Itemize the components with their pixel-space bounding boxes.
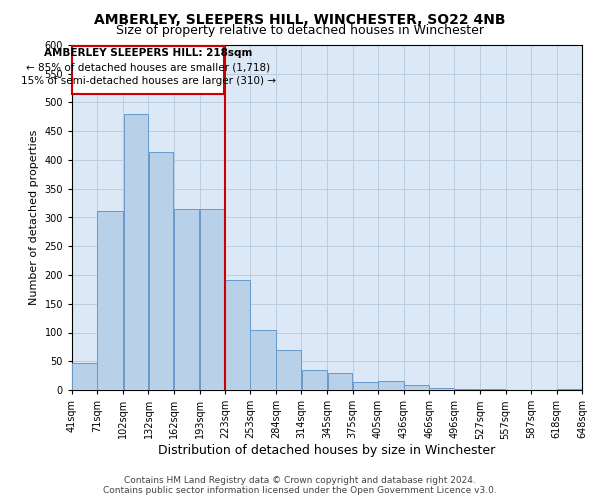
Text: ← 85% of detached houses are smaller (1,718): ← 85% of detached houses are smaller (1,… [26, 62, 270, 72]
Bar [455, 389, 480, 390]
Bar [225, 280, 250, 390]
Bar [97, 210, 123, 390]
Bar [378, 382, 404, 390]
Bar [72, 363, 97, 390]
Bar [302, 370, 327, 390]
Text: Size of property relative to detached houses in Winchester: Size of property relative to detached ho… [116, 24, 484, 37]
Bar [430, 388, 454, 390]
X-axis label: Distribution of detached houses by size in Winchester: Distribution of detached houses by size … [158, 444, 496, 457]
Text: AMBERLEY, SLEEPERS HILL, WINCHESTER, SO22 4NB: AMBERLEY, SLEEPERS HILL, WINCHESTER, SO2… [94, 12, 506, 26]
Bar [404, 386, 429, 390]
Text: AMBERLEY SLEEPERS HILL: 218sqm: AMBERLEY SLEEPERS HILL: 218sqm [44, 48, 252, 58]
Bar [124, 114, 148, 390]
Bar [353, 382, 377, 390]
Bar [174, 209, 199, 390]
Text: Contains HM Land Registry data © Crown copyright and database right 2024.
Contai: Contains HM Land Registry data © Crown c… [103, 476, 497, 495]
Bar [277, 350, 301, 390]
Y-axis label: Number of detached properties: Number of detached properties [29, 130, 39, 305]
Bar [149, 152, 173, 390]
Bar [557, 389, 582, 390]
Bar [328, 373, 352, 390]
Text: 15% of semi-detached houses are larger (310) →: 15% of semi-detached houses are larger (… [20, 76, 275, 86]
Bar [72, 46, 224, 94]
Bar [200, 209, 224, 390]
Bar [250, 330, 276, 390]
